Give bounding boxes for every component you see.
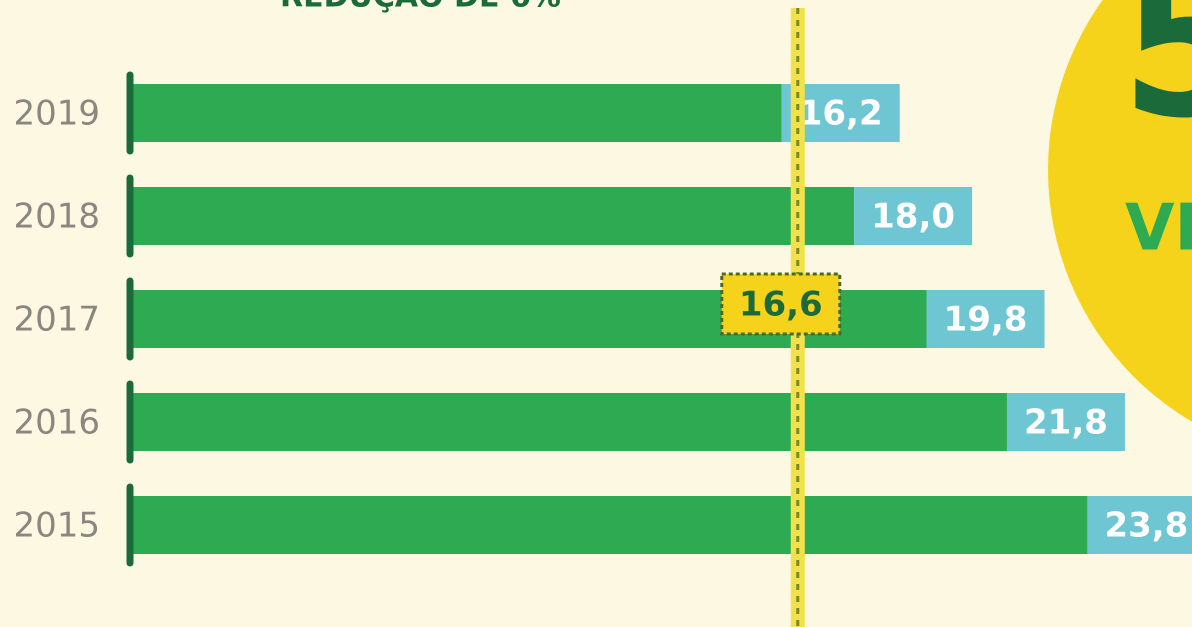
value-label: 21,8 [1024,403,1108,443]
value-label: 18,0 [871,197,955,237]
badge-text: VI [1125,192,1192,266]
target-label: 16,6 [739,285,823,325]
value-label: 19,8 [944,300,1028,340]
bar [130,393,1007,451]
bar [130,187,854,245]
chart-title: REDUÇÃO DE 6% [280,0,561,15]
y-tick-label: 2019 [13,94,100,134]
y-tick-label: 2017 [13,300,100,340]
bar [130,496,1087,554]
bar [130,84,782,142]
y-tick-label: 2016 [13,403,100,443]
badge-number: 5 [1120,0,1192,163]
page: 5 VI REDUÇÃO DE 6% 2019 16,2 2018 18,0 2017 1… [0,0,1192,627]
y-tick-label: 2015 [13,506,100,546]
value-label: 16,2 [799,94,883,134]
value-label: 23,8 [1104,506,1188,546]
chart: 5 VI REDUÇÃO DE 6% 2019 16,2 2018 18,0 2017 1… [0,0,1192,627]
y-tick-label: 2018 [13,197,100,237]
